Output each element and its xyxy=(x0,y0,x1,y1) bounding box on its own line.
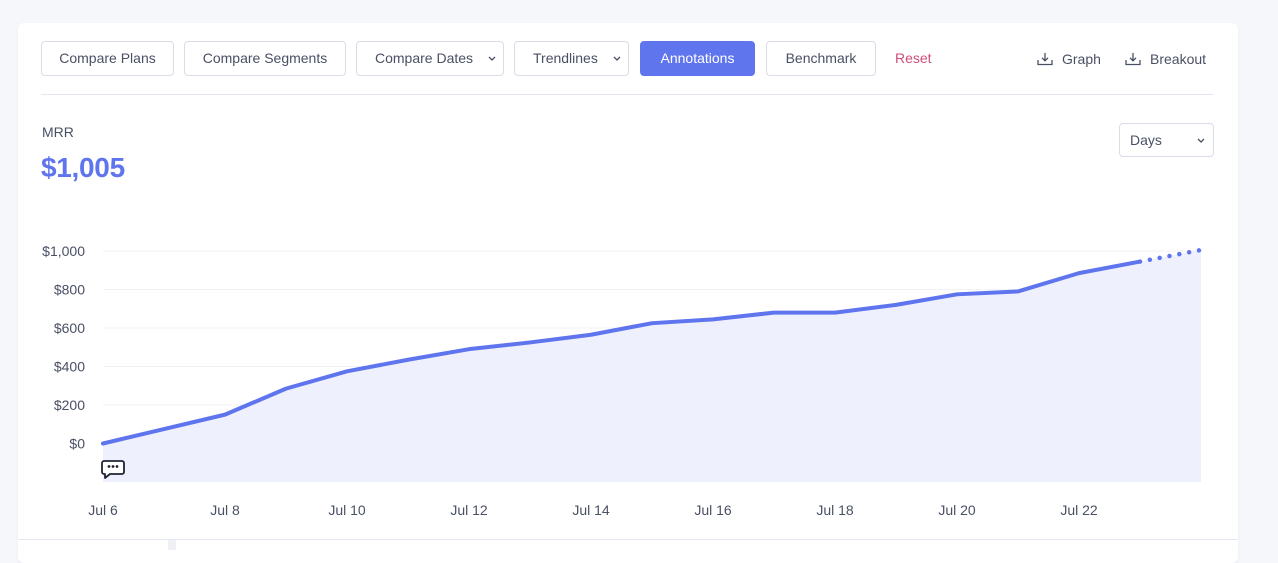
chevron-down-icon xyxy=(488,42,496,75)
y-tick-label: $1,000 xyxy=(42,243,85,259)
x-tick-label: Jul 20 xyxy=(938,502,976,518)
benchmark-button[interactable]: Benchmark xyxy=(766,41,876,76)
y-tick-label: $400 xyxy=(54,359,85,375)
comment-icon[interactable] xyxy=(101,460,125,479)
x-tick-label: Jul 12 xyxy=(450,502,488,518)
compare-segments-label: Compare Segments xyxy=(202,50,328,66)
annotations-button[interactable]: Annotations xyxy=(640,41,755,76)
y-tick-label: $200 xyxy=(54,397,85,413)
annotations-label: Annotations xyxy=(660,50,735,66)
x-tick-label: Jul 14 xyxy=(572,502,610,518)
chart-toolbar: Compare Plans Compare Segments Compare D… xyxy=(41,41,1213,95)
period-select[interactable]: Days xyxy=(1119,123,1214,157)
graph-download-button[interactable]: Graph xyxy=(1037,41,1101,76)
compare-plans-button[interactable]: Compare Plans xyxy=(41,41,174,76)
period-select-value: Days xyxy=(1130,132,1162,148)
area-fill xyxy=(103,250,1201,482)
reset-link[interactable]: Reset xyxy=(895,50,932,66)
compare-segments-button[interactable]: Compare Segments xyxy=(184,41,346,76)
breakout-download-label: Breakout xyxy=(1150,50,1207,67)
compare-dates-dropdown[interactable]: Compare Dates xyxy=(356,41,504,76)
x-tick-label: Jul 10 xyxy=(328,502,366,518)
chart-card: Compare Plans Compare Segments Compare D… xyxy=(18,23,1238,563)
y-tick-label: $600 xyxy=(54,320,85,336)
x-tick-label: Jul 6 xyxy=(88,502,118,518)
tab-indicator xyxy=(168,540,176,550)
x-tick-label: Jul 8 xyxy=(210,502,240,518)
x-tick-label: Jul 22 xyxy=(1060,502,1098,518)
y-tick-label: $800 xyxy=(54,282,85,298)
compare-plans-label: Compare Plans xyxy=(59,50,156,66)
y-tick-label: $0 xyxy=(69,436,85,452)
compare-dates-label: Compare Dates xyxy=(375,50,474,66)
x-tick-label: Jul 18 xyxy=(816,502,854,518)
trendlines-dropdown[interactable]: Trendlines xyxy=(514,41,629,76)
x-tick-label: Jul 16 xyxy=(694,502,732,518)
chevron-down-icon xyxy=(1197,124,1205,156)
series-line xyxy=(101,259,1142,446)
download-icon xyxy=(1125,52,1141,65)
metric-value: $1,005 xyxy=(41,152,125,183)
divider xyxy=(18,539,1238,540)
download-icon xyxy=(1037,52,1053,65)
benchmark-label: Benchmark xyxy=(785,50,857,66)
breakout-download-button[interactable]: Breakout xyxy=(1125,41,1206,76)
mrr-chart: $0 $200 $400 $600 $800 $1,000 Jul 6 Jul 8 Jul 10… xyxy=(42,243,1204,518)
metric-label: MRR xyxy=(42,124,74,140)
projected-line xyxy=(1137,247,1204,264)
chevron-down-icon xyxy=(613,42,621,75)
graph-download-label: Graph xyxy=(1062,50,1101,67)
trendlines-label: Trendlines xyxy=(533,50,598,66)
